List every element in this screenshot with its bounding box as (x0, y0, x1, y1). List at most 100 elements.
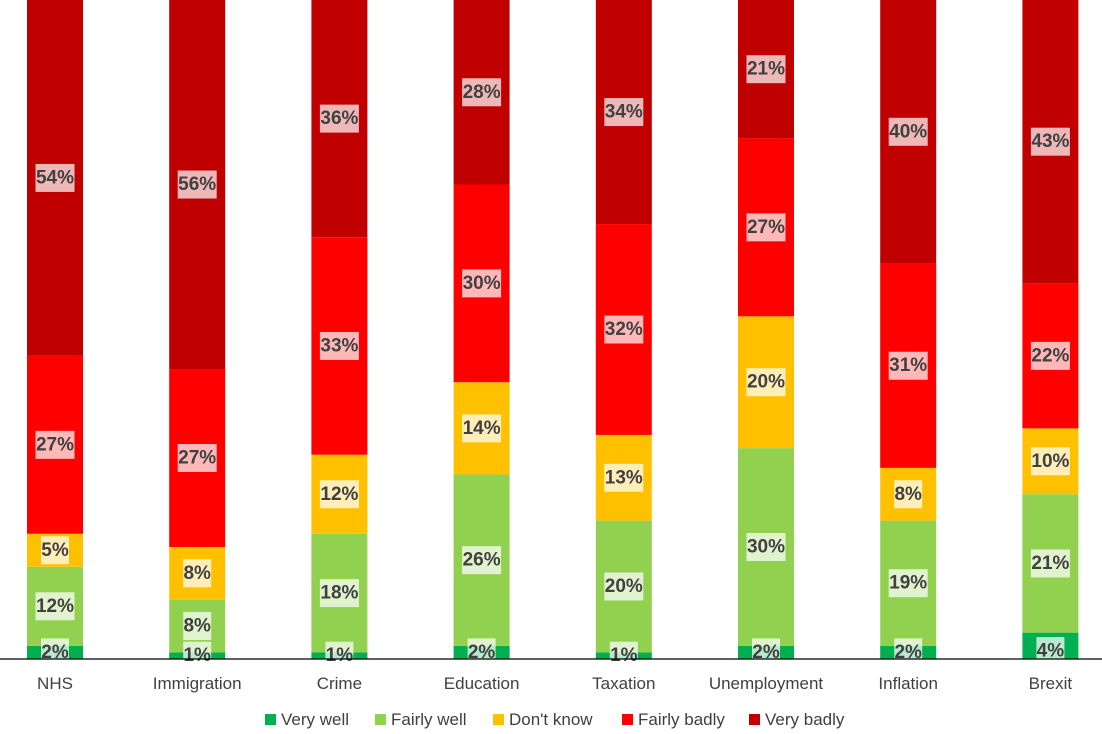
data-label-crime-fairly-well: 18% (319, 579, 359, 608)
data-label-text: 27% (36, 434, 74, 455)
data-label-immigration-very-well: 1% (183, 641, 212, 670)
data-label-text: 34% (605, 102, 643, 123)
data-label-background (35, 430, 75, 459)
data-label-immigration-fairly-badly: 27% (177, 444, 217, 473)
data-label-immigration-fairly-well: 8% (183, 612, 212, 641)
data-label-background (325, 641, 354, 670)
data-label-background (319, 331, 359, 360)
data-label-background (41, 536, 69, 565)
data-label-text: 1% (326, 645, 354, 666)
data-labels-layer: 2% 12% 5% 27% 54% 1% 8% 8% 27% 56% 1% 18% 12% 33% 36% 2… (35, 55, 1070, 670)
data-label-background (183, 641, 212, 670)
data-label-background (467, 638, 496, 667)
data-label-background (319, 104, 359, 133)
data-label-background (462, 414, 502, 443)
data-label-text: 27% (178, 448, 216, 469)
data-label-background (604, 463, 644, 492)
data-label-text: 10% (1031, 451, 1069, 472)
data-label-taxation-very-well: 1% (609, 641, 638, 670)
data-label-background (604, 98, 644, 127)
data-label-inflation-fairly-well: 19% (888, 569, 928, 598)
legend-swatch (493, 714, 504, 725)
data-label-background (177, 170, 217, 199)
data-label-background (894, 480, 923, 509)
data-label-brexit-very-well: 4% (1036, 637, 1065, 665)
data-label-background (1030, 341, 1070, 370)
data-label-text: 14% (463, 418, 501, 439)
data-label-text: 2% (468, 642, 496, 663)
data-label-unemployment-don-t-know: 20% (746, 368, 786, 397)
data-label-text: 8% (894, 484, 922, 505)
data-label-background (319, 579, 359, 608)
data-label-unemployment-fairly-well: 30% (746, 532, 786, 561)
data-label-crime-don-t-know: 12% (319, 480, 359, 509)
data-label-brexit-very-badly: 43% (1030, 127, 1070, 156)
legend-swatch (622, 714, 633, 725)
data-label-background (41, 638, 69, 667)
data-label-nhs-fairly-well: 12% (35, 592, 75, 621)
data-label-education-very-badly: 28% (462, 78, 502, 107)
data-label-background (462, 269, 502, 298)
data-label-text: 13% (605, 467, 643, 488)
legend-swatch (749, 714, 760, 725)
category-label-nhs: NHS (37, 674, 73, 693)
data-label-brexit-don-t-know: 10% (1030, 447, 1070, 476)
data-label-text: 20% (605, 576, 643, 597)
category-label-taxation: Taxation (592, 674, 655, 693)
data-label-text: 33% (320, 335, 358, 356)
data-label-background (1030, 127, 1070, 156)
data-label-text: 27% (747, 217, 785, 238)
data-label-text: 30% (747, 536, 785, 557)
data-label-background (462, 546, 502, 575)
category-label-inflation: Inflation (878, 674, 938, 693)
data-label-background (183, 612, 212, 641)
data-label-text: 12% (36, 596, 74, 617)
legend-item-don-t-know: Don't know (493, 710, 593, 729)
data-label-background (604, 572, 644, 601)
data-label-background (462, 78, 502, 107)
data-label-education-fairly-badly: 30% (462, 269, 502, 298)
data-label-text: 28% (463, 82, 501, 103)
data-label-text: 1% (610, 645, 638, 666)
legend-item-fairly-badly: Fairly badly (622, 710, 725, 729)
data-label-unemployment-very-well: 2% (752, 638, 780, 667)
data-label-unemployment-fairly-badly: 27% (746, 213, 786, 242)
data-label-text: 30% (463, 273, 501, 294)
data-label-text: 2% (752, 642, 780, 663)
data-label-text: 43% (1031, 131, 1069, 152)
data-label-immigration-very-badly: 56% (177, 170, 217, 199)
legend-label: Fairly badly (638, 710, 725, 729)
data-label-text: 20% (747, 372, 785, 393)
data-label-background (1030, 549, 1070, 578)
data-label-background (746, 55, 786, 84)
data-label-text: 26% (463, 550, 501, 571)
data-label-education-don-t-know: 14% (462, 414, 502, 443)
data-label-text: 32% (605, 319, 643, 340)
data-label-background (746, 213, 786, 242)
data-label-taxation-very-badly: 34% (604, 98, 644, 127)
data-label-text: 18% (320, 583, 358, 604)
legend-item-fairly-well: Fairly well (375, 710, 467, 729)
data-label-background (888, 569, 928, 598)
category-label-crime: Crime (317, 674, 362, 693)
data-label-nhs-fairly-badly: 27% (35, 430, 75, 459)
data-label-crime-very-badly: 36% (319, 104, 359, 133)
data-label-taxation-fairly-badly: 32% (604, 315, 644, 344)
data-label-background (888, 117, 928, 146)
legend: Very well Fairly well Don't know Fairly bad… (265, 710, 845, 729)
data-label-text: 19% (889, 573, 927, 594)
data-label-text: 8% (183, 616, 211, 637)
legend-item-very-well: Very well (265, 710, 349, 729)
data-label-immigration-don-t-know: 8% (183, 559, 212, 588)
category-label-unemployment: Unemployment (709, 674, 824, 693)
data-label-text: 8% (183, 563, 211, 584)
legend-label: Very well (281, 710, 349, 729)
category-label-immigration: Immigration (153, 674, 242, 693)
data-label-text: 21% (1031, 553, 1069, 574)
data-label-background (1030, 447, 1070, 476)
legend-swatch (265, 714, 276, 725)
data-label-inflation-don-t-know: 8% (894, 480, 923, 509)
legend-label: Very badly (765, 710, 845, 729)
data-label-text: 31% (889, 355, 927, 376)
